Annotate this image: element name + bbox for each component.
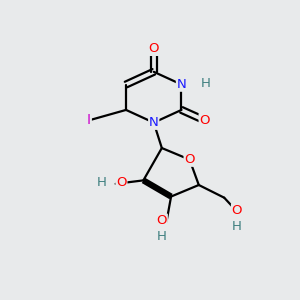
Text: H: H	[232, 220, 242, 233]
Text: H: H	[97, 176, 107, 189]
Text: O: O	[199, 114, 210, 127]
Text: H: H	[201, 77, 211, 90]
Text: N: N	[149, 116, 159, 129]
Text: O: O	[157, 214, 167, 227]
Text: N: N	[177, 78, 186, 91]
Text: O: O	[232, 204, 242, 217]
Text: O: O	[116, 176, 127, 189]
Text: O: O	[148, 42, 159, 55]
Text: H: H	[157, 230, 167, 244]
Text: O: O	[184, 153, 195, 166]
Text: I: I	[87, 113, 91, 127]
